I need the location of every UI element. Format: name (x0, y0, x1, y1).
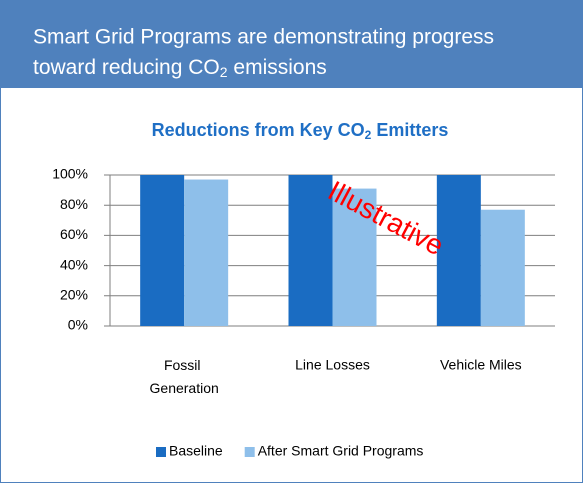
y-tick-label: 80% (60, 196, 88, 212)
y-tick-label: 20% (60, 287, 88, 303)
title-text: Emitters (371, 120, 448, 140)
bar (436, 175, 481, 326)
bar (184, 179, 229, 326)
y-tick-label: 0% (68, 317, 88, 333)
y-tick-label: 40% (60, 256, 88, 272)
header-sub: 2 (220, 64, 228, 80)
chart-title: Reductions from Key CO2 Emitters (152, 120, 449, 142)
bar (332, 188, 377, 326)
title-sub: 2 (365, 128, 372, 142)
legend-label: Baseline (169, 443, 223, 459)
y-tick-label: 100% (52, 166, 88, 182)
bar (480, 209, 525, 326)
bar (140, 175, 185, 326)
x-tick-label: Fossil Generation (150, 357, 219, 396)
legend-label: After Smart Grid Programs (258, 443, 424, 459)
header-title-line2: toward reducing CO2 emissions (33, 56, 327, 80)
header-title: Smart Grid Programs are demonstrating pr… (33, 26, 494, 49)
legend-swatch (156, 447, 166, 457)
y-tick-label: 60% (60, 226, 88, 242)
legend-swatch (244, 447, 255, 457)
bar (288, 175, 333, 326)
header-text: emissions (228, 56, 327, 79)
header-band (0, 0, 583, 88)
header-text: toward reducing CO (33, 56, 220, 79)
x-tick-line: Fossil (164, 357, 204, 373)
x-tick-line: Generation (150, 380, 219, 396)
title-text: Reductions from Key CO (152, 120, 365, 140)
x-tick-label: Line Losses (295, 357, 370, 373)
x-tick-label: Vehicle Miles (440, 357, 522, 373)
